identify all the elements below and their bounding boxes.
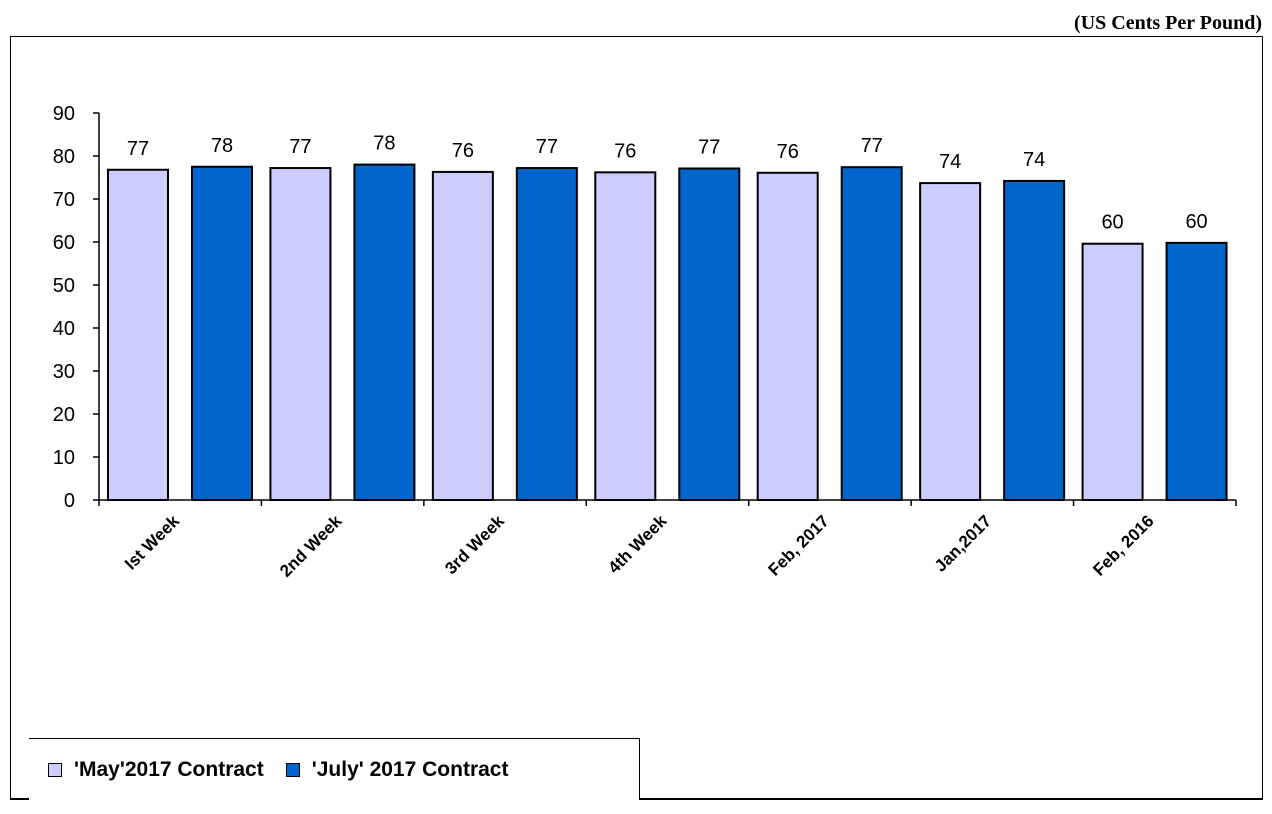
- y-tick-label-80: 80: [53, 146, 75, 168]
- bar-may-0: [107, 168, 169, 501]
- bar-july-5: [1003, 179, 1066, 501]
- bar-july-1: [353, 163, 416, 501]
- data-label-july-6: 60: [1185, 211, 1207, 233]
- bar-july-2: [515, 167, 578, 501]
- data-label-july-2: 77: [536, 136, 558, 158]
- bar-may-4: [756, 171, 819, 502]
- x-tick-label-0: Ist Week: [121, 511, 183, 573]
- unit-label: (US Cents Per Pound): [1074, 12, 1262, 34]
- y-tick-label-10: 10: [53, 447, 75, 469]
- legend-swatch-july: [285, 762, 300, 777]
- bar-july-6: [1165, 241, 1228, 502]
- y-tick-label-60: 60: [53, 232, 75, 254]
- y-tick-label-30: 30: [53, 361, 75, 383]
- data-label-may-5: 74: [939, 151, 961, 173]
- bar-july-3: [678, 167, 741, 501]
- legend-swatch-may: [48, 762, 62, 777]
- x-tick-label-3: 4th Week: [604, 511, 670, 577]
- bar-may-5: [919, 182, 982, 501]
- data-label-may-6: 60: [1101, 212, 1123, 234]
- legend-item-july: 'July' 2017 Contract: [285, 757, 509, 782]
- legend-label-may: 'May'2017 Contract: [74, 757, 264, 781]
- x-tick-label-6: Feb, 2016: [1089, 511, 1157, 579]
- y-tick-label-20: 20: [53, 404, 75, 426]
- data-label-july-3: 77: [698, 136, 720, 158]
- x-tick-label-5: Jan,2017: [931, 511, 995, 575]
- data-label-may-1: 77: [289, 136, 311, 158]
- legend-item-may: 'May'2017 Contract: [48, 758, 264, 782]
- chart-legend: 'May'2017 Contract 'July' 2017 Contract: [29, 738, 640, 800]
- bar-july-4: [840, 166, 903, 501]
- data-label-may-3: 76: [614, 140, 636, 162]
- data-label-july-1: 78: [373, 133, 395, 155]
- data-label-may-2: 76: [452, 140, 474, 162]
- x-tick-label-2: 3rd Week: [441, 511, 508, 578]
- bar-may-2: [431, 170, 494, 501]
- y-tick-label-70: 70: [53, 189, 75, 211]
- y-tick-label-0: 0: [64, 490, 75, 512]
- legend-label-july: 'July' 2017 Contract: [311, 757, 509, 781]
- bar-may-1: [269, 167, 332, 501]
- y-tick-label-40: 40: [53, 318, 75, 340]
- data-label-may-4: 76: [777, 141, 799, 163]
- bar-may-6: [1081, 242, 1144, 501]
- data-label-july-0: 78: [211, 135, 233, 157]
- data-label-july-4: 77: [861, 135, 883, 157]
- bar-july-0: [191, 165, 253, 501]
- bar-may-3: [594, 171, 657, 501]
- y-tick-label-50: 50: [53, 275, 75, 297]
- data-label-july-5: 74: [1023, 149, 1045, 171]
- y-tick-label-90: 90: [53, 103, 75, 125]
- x-tick-label-4: Feb, 2017: [765, 511, 833, 579]
- x-tick-label-1: 2nd Week: [276, 511, 346, 581]
- data-label-may-0: 77: [127, 138, 149, 160]
